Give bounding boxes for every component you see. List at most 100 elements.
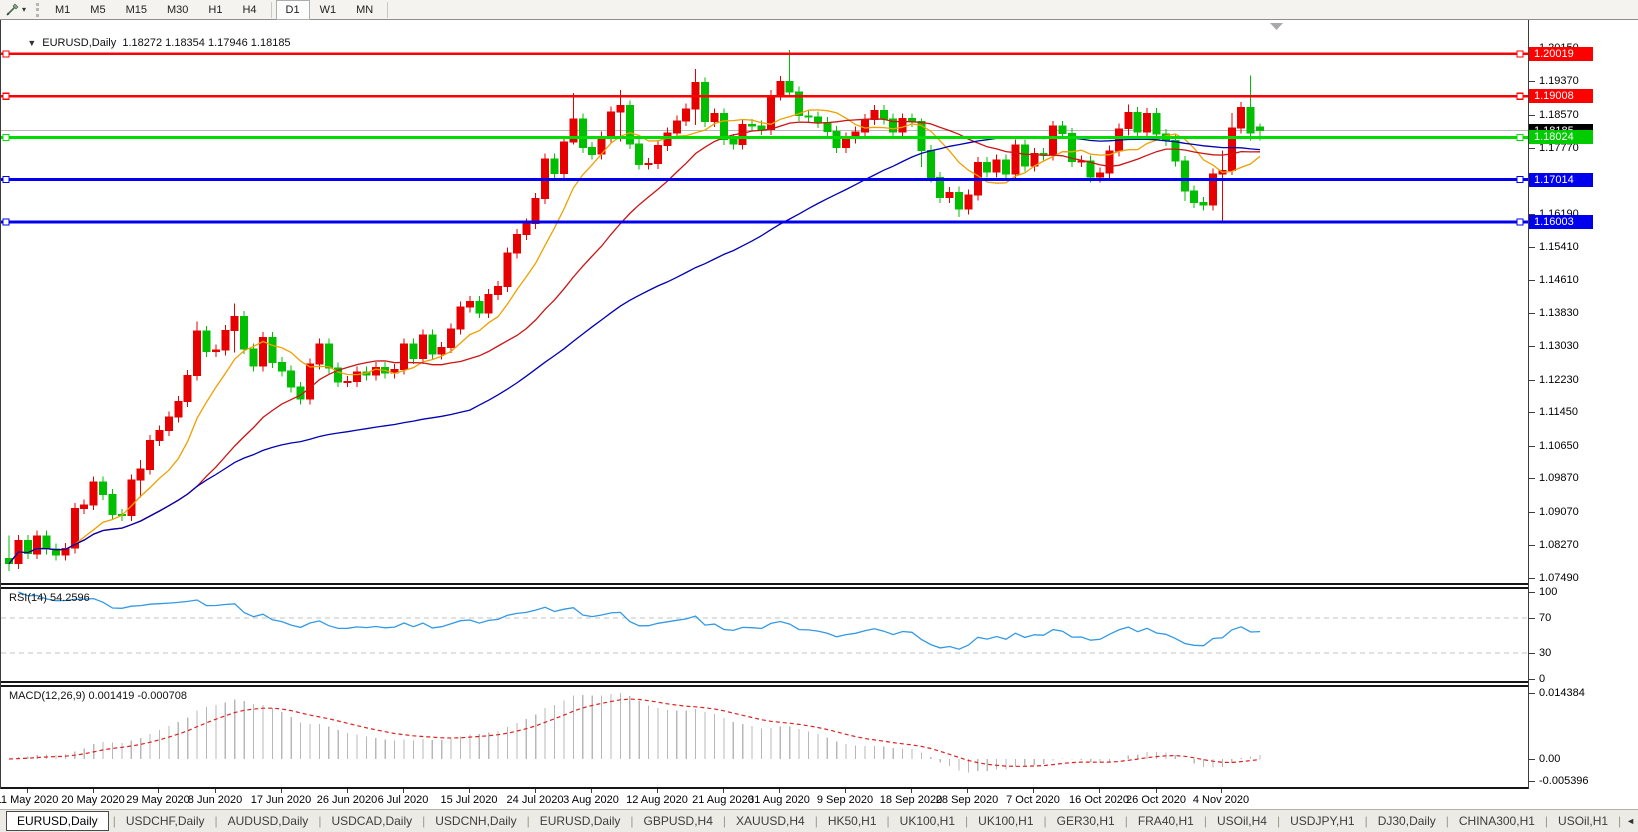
date-label: 11 May 2020 — [0, 794, 59, 806]
macd-tick-label: -0.005396 — [1539, 775, 1589, 787]
date-tick — [779, 789, 780, 793]
macd-tick-label: 0.00 — [1539, 753, 1561, 765]
tab-divider: | — [1203, 814, 1207, 828]
axis-tick — [1529, 148, 1535, 149]
chart-tab-16[interactable]: CHINA300,H1 — [1458, 814, 1535, 828]
axis-tick — [1529, 346, 1535, 347]
date-tick — [1221, 789, 1222, 793]
chart-tab-5[interactable]: EURUSD,Daily — [539, 814, 621, 828]
chart-tab-4[interactable]: USDCNH,Daily — [435, 814, 517, 828]
tab-divider: | — [1544, 814, 1549, 828]
rsi-panel[interactable]: RSI(14) 54.2596 — [1, 589, 1529, 681]
date-tick — [1156, 789, 1157, 793]
tab-scroll-left-icon[interactable]: ◄ — [1626, 816, 1636, 826]
date-tick — [1033, 789, 1034, 793]
timeframe-button-m30[interactable]: M30 — [166, 3, 189, 16]
axis-tick — [1529, 81, 1535, 82]
macd-panel[interactable]: MACD(12,26,9) 0.001419 -0.000708 — [1, 687, 1529, 787]
main-chart-panel[interactable]: ▼ EURUSD,Daily 1.18272 1.18354 1.17946 1.… — [1, 20, 1529, 583]
panel-splitter-main-rsi[interactable] — [0, 583, 1638, 589]
timeframe-button-m15[interactable]: M15 — [125, 3, 147, 16]
tool-dropdown-icon[interactable]: ▾ — [22, 5, 27, 14]
timeframe-button-w1[interactable]: W1 — [319, 3, 337, 16]
axis-tick — [1529, 313, 1535, 314]
chart-tab-13[interactable]: USOil,H4 — [1216, 814, 1267, 828]
chart-tab-2[interactable]: AUDUSD,Daily — [227, 814, 309, 828]
date-label: 18 Sep 2020 — [879, 794, 943, 806]
chart-tab-15[interactable]: DJ30,Daily — [1377, 814, 1436, 828]
date-label: 31 Aug 2020 — [748, 794, 810, 806]
macd-signal-line — [8, 698, 1261, 767]
date-tick — [723, 789, 724, 793]
date-tick — [845, 789, 846, 793]
chart-tab-14[interactable]: USDJPY,H1 — [1290, 814, 1355, 828]
macd-tick — [1529, 781, 1535, 782]
chart-tab-0[interactable]: EURUSD,Daily — [6, 811, 109, 831]
timeframe-button-m5[interactable]: M5 — [90, 3, 106, 16]
axis-tick-label: 1.07490 — [1539, 572, 1579, 584]
timeframe-button-mn[interactable]: MN — [356, 3, 374, 16]
chart-tab-3[interactable]: USDCAD,Daily — [331, 814, 413, 828]
date-tick — [215, 789, 216, 793]
chart-tab-6[interactable]: GBPUSD,H4 — [643, 814, 713, 828]
tab-divider: | — [814, 814, 818, 828]
macd-label: MACD(12,26,9) 0.001419 -0.000708 — [9, 690, 187, 702]
rsi-tick-label: 0 — [1539, 673, 1546, 685]
timeframe-button-d1[interactable]: D1 — [275, 0, 310, 20]
date-label: 16 Oct 2020 — [1069, 794, 1129, 806]
axis-tick-label: 1.13830 — [1539, 307, 1579, 319]
axis-tick — [1529, 247, 1535, 248]
axis-tick-label: 1.19370 — [1539, 75, 1579, 87]
chart-tab-8[interactable]: HK50,H1 — [827, 814, 877, 828]
date-axis: 11 May 2020 20 May 2020 29 May 2020 8 Jun 2… — [0, 789, 1638, 809]
timeframe-button-h1[interactable]: H1 — [208, 3, 223, 16]
date-label: 20 May 2020 — [61, 794, 125, 806]
axis-tick-label: 1.18570 — [1539, 109, 1579, 121]
tab-divider: | — [318, 814, 322, 828]
rsi-tick — [1529, 618, 1535, 619]
tab-divider: | — [1445, 814, 1449, 828]
axis-tick — [1529, 512, 1535, 513]
chart-tab-10[interactable]: UK100,H1 — [978, 814, 1034, 828]
date-label: 21 Aug 2020 — [692, 794, 754, 806]
axis-tick-label: 1.15410 — [1539, 241, 1579, 253]
date-tick — [281, 789, 282, 793]
chart-bottom-border — [0, 787, 1638, 789]
rsi-tick-label: 30 — [1539, 647, 1552, 659]
candlesticks — [5, 50, 1264, 571]
timeframe-toolbar: ▾ M1 M5 M15 M30 H1 H4 D1 W1 MN — [0, 0, 1638, 20]
chart-tab-1[interactable]: USDCHF,Daily — [125, 814, 205, 828]
draw-tool-icon[interactable] — [3, 2, 21, 18]
axis-tick — [1529, 446, 1535, 447]
date-label: 28 Sep 2020 — [935, 794, 999, 806]
symbol-ohlc-line: EURUSD,Daily 1.18272 1.18354 1.17946 1.1… — [42, 37, 291, 49]
price-line-label: 1.19008 — [1529, 89, 1593, 103]
axis-tick-label: 1.10650 — [1539, 440, 1579, 452]
rsi-label: RSI(14) 54.2596 — [9, 592, 90, 604]
date-label: 29 May 2020 — [126, 794, 190, 806]
chart-tab-12[interactable]: FRA40,H1 — [1137, 814, 1194, 828]
tab-divider: | — [1276, 814, 1281, 828]
date-label: 4 Nov 2020 — [1192, 794, 1250, 806]
timeframe-button-m1[interactable]: M1 — [55, 3, 71, 16]
price-line-label: 1.16003 — [1529, 215, 1593, 229]
rsi-tick — [1529, 592, 1535, 593]
panel-splitter-rsi-macd[interactable] — [0, 681, 1638, 687]
indicator-collapse-icon[interactable]: ▼ — [27, 38, 37, 48]
tab-divider: | — [630, 814, 634, 828]
date-label: 3 Aug 2020 — [563, 794, 619, 806]
tab-divider: | — [1618, 814, 1622, 828]
chart-tab-9[interactable]: UK100,H1 — [899, 814, 956, 828]
chart-tab-11[interactable]: GER30,H1 — [1056, 814, 1115, 828]
chart-tab-17[interactable]: USOil,H1 — [1558, 814, 1609, 828]
date-label: 12 Aug 2020 — [626, 794, 688, 806]
rsi-tick — [1529, 679, 1535, 680]
tab-divider: | — [886, 814, 890, 828]
axis-tick-label: 1.09870 — [1539, 472, 1579, 484]
timeframe-button-h4[interactable]: H4 — [242, 3, 257, 16]
chart-tab-7[interactable]: XAUUSD,H4 — [736, 814, 805, 828]
macd-tick — [1529, 693, 1535, 694]
chart-left-border — [0, 20, 1, 789]
date-tick — [1099, 789, 1100, 793]
